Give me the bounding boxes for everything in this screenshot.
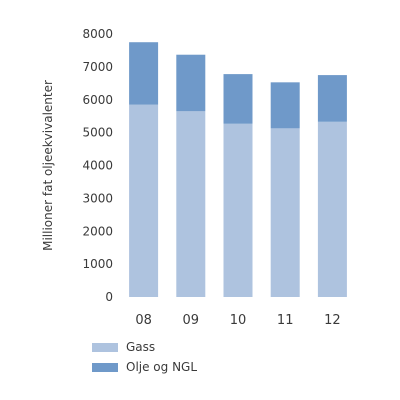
legend-item-gass: Gass <box>92 338 312 356</box>
bar-olje-og-ngl-08 <box>129 42 159 105</box>
x-tick-label-11: 11 <box>277 313 294 328</box>
legend-label-gass: Gass <box>126 340 156 354</box>
x-tick-label-12: 12 <box>324 313 341 328</box>
x-tick-label-09: 09 <box>183 313 200 328</box>
x-tick-label-10: 10 <box>230 313 247 328</box>
legend-swatch-olje-og-ngl <box>92 362 118 372</box>
bar-olje-og-ngl-11 <box>270 82 300 129</box>
bar-olje-og-ngl-12 <box>317 75 347 122</box>
x-axis-ticks: 08 09 10 11 12 <box>135 313 340 328</box>
y-tick-label-7000: 7000 <box>82 60 113 74</box>
legend-swatch-gass <box>92 342 118 352</box>
legend: Gass Olje og NGL <box>92 338 312 378</box>
bar-olje-og-ngl-10 <box>223 74 253 124</box>
bar-gass-09 <box>176 111 206 297</box>
y-axis-label: Millioner fat oljeekvivalenter <box>41 80 55 251</box>
y-tick-label-4000: 4000 <box>82 159 113 173</box>
bar-gass-12 <box>317 121 347 298</box>
bar-gass-11 <box>270 128 300 297</box>
y-axis-label-group: Millioner fat oljeekvivalenter <box>41 80 55 251</box>
y-tick-label-5000: 5000 <box>82 126 113 140</box>
y-tick-label-1000: 1000 <box>82 257 113 271</box>
y-tick-label-0: 0 <box>105 290 113 304</box>
legend-item-olje-og-ngl: Olje og NGL <box>92 358 312 376</box>
y-tick-label-3000: 3000 <box>82 191 113 205</box>
bar-gass-08 <box>129 104 159 298</box>
y-tick-label-2000: 2000 <box>82 224 113 238</box>
bars <box>129 42 347 298</box>
legend-label-olje-og-ngl: Olje og NGL <box>126 360 198 374</box>
bar-gass-10 <box>223 123 253 297</box>
y-tick-label-6000: 6000 <box>82 93 113 107</box>
x-tick-label-08: 08 <box>135 313 152 328</box>
y-tick-label-8000: 8000 <box>82 27 113 41</box>
bar-olje-og-ngl-09 <box>176 54 206 112</box>
y-axis-ticks: 0 1000 2000 3000 4000 5000 6000 7000 8000 <box>82 27 113 304</box>
